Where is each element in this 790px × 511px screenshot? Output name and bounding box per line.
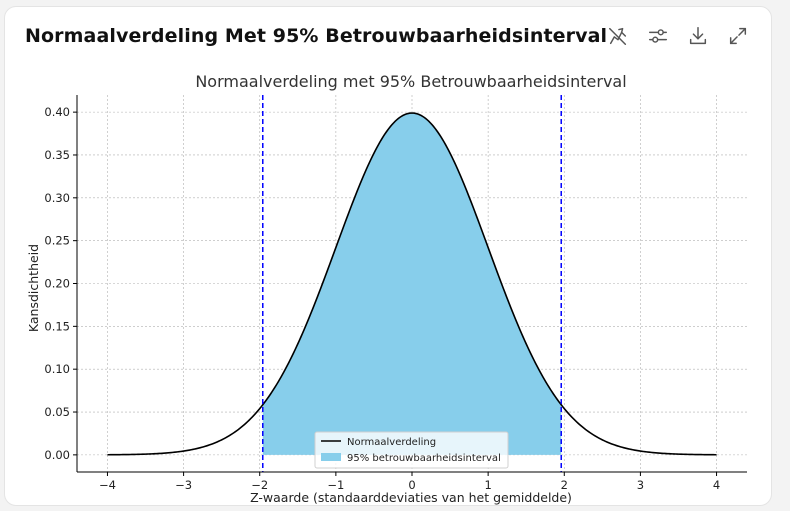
chart-card: Normaalverdeling Met 95% Betrouwbaarheid… — [4, 6, 772, 506]
y-tick-label: 0.40 — [44, 105, 70, 119]
y-tick-label: 0.00 — [44, 448, 70, 462]
x-tick-labels: −4 −3 −2 −1 0 1 2 3 4 — [99, 472, 720, 492]
chart-toolbar — [605, 25, 751, 51]
y-tick-label: 0.20 — [44, 277, 70, 291]
x-axis-label: Z-waarde (standaarddeviaties van het gem… — [250, 490, 572, 505]
x-tick-label: −4 — [99, 478, 116, 492]
download-button[interactable] — [685, 25, 711, 51]
y-tick-labels: 0.00 0.05 0.10 0.15 0.20 0.25 0.30 0.35 0.40 — [44, 105, 77, 462]
x-tick-label: 1 — [484, 478, 491, 492]
settings-button[interactable] — [645, 25, 671, 51]
x-tick-label: −1 — [327, 478, 344, 492]
confidence-interval-fill — [262, 113, 562, 455]
download-icon — [687, 25, 709, 51]
normal-distribution-chart: Normaalverdeling met 95% Betrouwbaarheid… — [26, 72, 747, 505]
legend-fill-swatch — [321, 453, 341, 461]
normal-curve-line — [107, 112, 717, 456]
legend-label-curve: Normaalverdeling — [347, 437, 436, 448]
expand-button[interactable] — [725, 25, 751, 51]
legend-box — [314, 431, 509, 469]
expand-icon — [727, 25, 749, 51]
y-tick-label: 0.15 — [44, 319, 70, 333]
y-tick-label: 0.30 — [44, 191, 70, 205]
y-tick-label: 0.05 — [44, 405, 70, 419]
chart-title: Normaalverdeling met 95% Betrouwbaarheid… — [195, 72, 626, 91]
x-tick-label: 3 — [637, 478, 644, 492]
x-tick-label: 2 — [561, 478, 568, 492]
y-axis-label: Kansdichtheid — [26, 244, 41, 332]
x-tick-label: −2 — [251, 478, 268, 492]
hide-interactivity-button[interactable] — [605, 25, 631, 51]
settings-sliders-icon — [647, 25, 669, 51]
card-title: Normaalverdeling Met 95% Betrouwbaarheid… — [25, 25, 608, 47]
x-tick-label: 4 — [713, 478, 720, 492]
legend-label-interval: 95% betrouwbaarheidsinterval — [347, 453, 501, 464]
y-tick-label: 0.25 — [44, 234, 70, 248]
x-tick-label: 0 — [408, 478, 415, 492]
y-tick-label: 0.35 — [44, 148, 70, 162]
legend: Normaalverdeling 95% betrouwbaarheidsint… — [314, 431, 509, 469]
hide-interactivity-icon — [607, 25, 629, 51]
y-tick-label: 0.10 — [44, 362, 70, 376]
x-tick-label: −3 — [175, 478, 192, 492]
